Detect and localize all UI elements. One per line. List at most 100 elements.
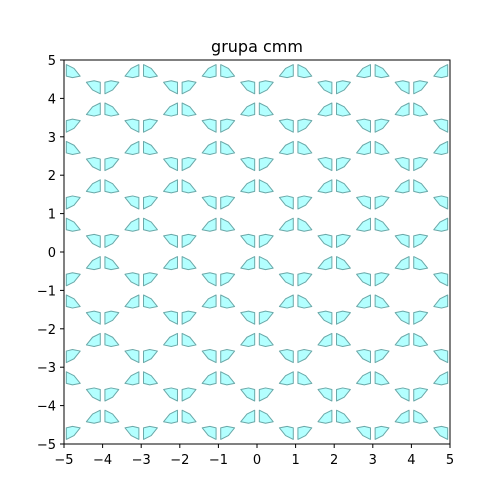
tile-8 (65, 425, 81, 440)
tile-93 (278, 425, 294, 440)
tile-111 (85, 179, 101, 194)
tile-226 (374, 294, 390, 309)
tile-148 (66, 42, 80, 55)
x-tick-label: 5 (446, 453, 454, 468)
tile-79 (124, 294, 140, 309)
tile-102 (28, 103, 42, 116)
tile-249 (240, 80, 256, 95)
tile-39 (9, 257, 23, 270)
x-tick-label: −4 (93, 453, 112, 468)
tile-56 (220, 425, 236, 440)
tile-312 (413, 80, 429, 95)
tile-307 (318, 26, 332, 39)
tile-142 (414, 487, 428, 500)
tile-311 (356, 64, 371, 79)
tile-1 (9, 465, 23, 478)
tile-135 (317, 409, 333, 424)
tile-140 (414, 465, 428, 478)
tile-136 (374, 425, 390, 440)
tile-83 (163, 332, 178, 347)
tile-269 (433, 272, 449, 287)
tile-255 (278, 140, 294, 155)
tile-238 (491, 410, 500, 423)
y-tick-label: 5 (48, 54, 56, 69)
tile-0 (28, 465, 42, 478)
tile-178 (336, 332, 351, 347)
tile-115 (124, 217, 140, 232)
tile-331 (433, 64, 449, 79)
tile-213 (240, 157, 256, 172)
tile-29 (124, 425, 140, 440)
tile-84 (220, 349, 236, 364)
tile-274 (491, 333, 500, 346)
tile-25 (85, 387, 101, 402)
tile-198 (105, 26, 119, 39)
tile-330 (452, 65, 466, 78)
tile-231 (394, 332, 410, 347)
tile-294 (413, 179, 429, 194)
tile-75 (85, 256, 101, 271)
tile-174 (297, 294, 313, 309)
tile-297 (433, 195, 449, 210)
tile-199 (86, 26, 100, 39)
chart-title: grupa cmm (211, 37, 303, 56)
tile-44 (104, 310, 120, 325)
tile-264 (413, 233, 429, 248)
tile-129 (278, 349, 294, 364)
tile-222 (336, 256, 351, 271)
tile-241 (164, 4, 178, 17)
x-tick-label: −5 (54, 453, 73, 468)
tile-335 (472, 103, 486, 116)
tile-283 (278, 64, 294, 79)
tile-314 (413, 102, 429, 117)
x-tick-label: −1 (209, 453, 228, 468)
tile-339 (472, 26, 486, 39)
tile-170 (258, 256, 274, 271)
tile-220 (336, 233, 351, 248)
tile-80 (181, 310, 197, 325)
tile-232 (452, 350, 466, 363)
tile-37 (9, 234, 23, 247)
x-tick-label: 4 (407, 453, 415, 468)
tile-161 (163, 157, 178, 172)
tile-2 (28, 487, 42, 500)
tile-132 (336, 387, 351, 402)
x-tick-label: 3 (369, 453, 377, 468)
tile-210 (220, 140, 236, 155)
tile-211 (201, 140, 217, 155)
tile-77 (124, 272, 140, 287)
tile-221 (317, 233, 333, 248)
y-tick-label: −4 (37, 400, 56, 415)
tile-106 (65, 140, 81, 155)
tile-99 (318, 487, 332, 500)
tile-144 (28, 4, 42, 17)
tile-204 (181, 80, 197, 95)
tile-72 (104, 233, 120, 248)
tile-228 (413, 310, 429, 325)
tile-155 (85, 102, 101, 117)
tile-263 (356, 217, 371, 232)
tile-112 (143, 195, 158, 210)
x-tick-label: −2 (170, 453, 189, 468)
tile-309 (357, 42, 371, 55)
tile-173 (278, 272, 294, 287)
tile-51 (124, 371, 140, 386)
tile-36 (28, 234, 42, 247)
tile-327 (395, 26, 409, 39)
tile-145 (9, 4, 23, 17)
x-tick-label: −3 (132, 453, 151, 468)
tile-7 (9, 410, 23, 423)
tile-172 (297, 272, 313, 287)
tile-218 (297, 217, 313, 232)
tile-109 (85, 157, 101, 172)
tile-208 (220, 118, 236, 133)
tile-40 (65, 272, 81, 287)
tile-256 (336, 157, 351, 172)
tile-127 (240, 332, 256, 347)
tile-182 (374, 371, 390, 386)
tile-73 (85, 233, 101, 248)
tile-235 (433, 371, 449, 386)
tile-45 (85, 310, 101, 325)
tile-117 (163, 233, 178, 248)
tile-193 (472, 465, 486, 478)
